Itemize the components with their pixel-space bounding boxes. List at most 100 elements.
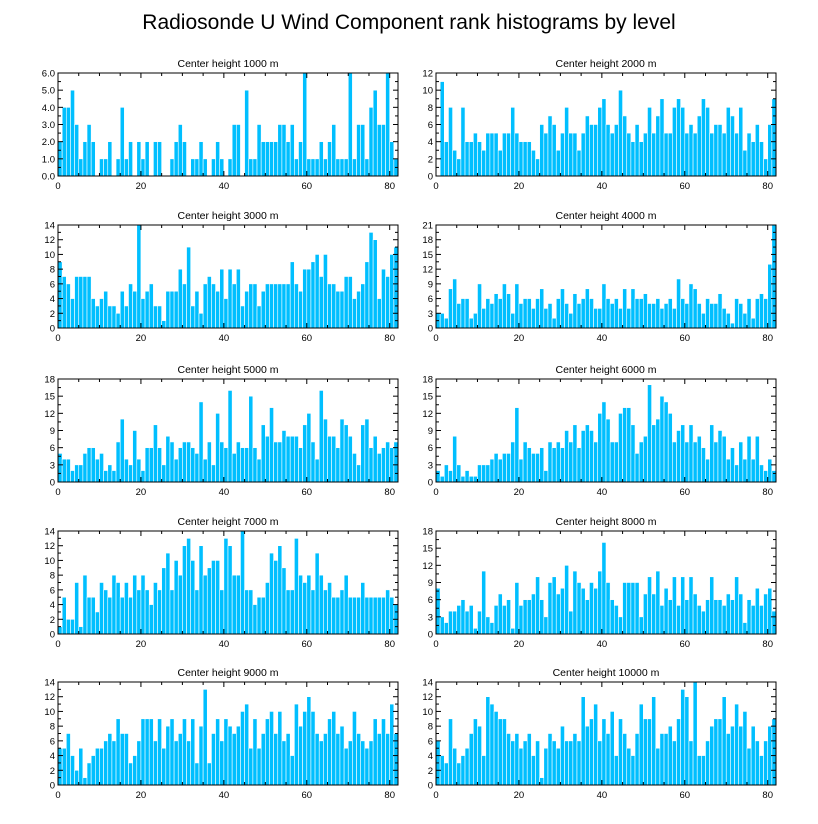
histogram-bar — [318, 740, 324, 786]
histogram-bar — [310, 441, 316, 483]
histogram-bar — [551, 317, 557, 329]
y-tick-label: 0 — [428, 324, 433, 335]
histogram-bar — [231, 733, 237, 786]
histogram-bar — [90, 298, 96, 329]
histogram-bar — [485, 464, 491, 483]
histogram-bar — [111, 305, 117, 329]
histogram-bar — [522, 740, 528, 786]
y-tick-label: 14 — [44, 527, 55, 538]
histogram-bar — [198, 545, 204, 635]
histogram-bar — [206, 762, 212, 786]
y-tick-label: 8 — [428, 103, 433, 114]
histogram-bar — [298, 574, 303, 635]
histogram-bar — [721, 132, 727, 177]
x-tick-label: 0 — [433, 333, 438, 344]
histogram-bar — [235, 268, 241, 329]
chart-panel: Center height 9000 m 0 20 40 60 80 0 2 4 6 8 10 12 14 — [44, 667, 399, 801]
histogram-bar — [456, 303, 462, 329]
histogram-bar — [327, 283, 332, 329]
histogram-bar — [473, 627, 478, 635]
histogram-bar — [647, 303, 652, 329]
histogram-bar — [227, 545, 233, 635]
x-tick-label: 20 — [136, 487, 147, 498]
histogram-bar — [273, 560, 279, 635]
histogram-bar — [584, 599, 590, 635]
histogram-bar — [389, 254, 395, 329]
x-tick-label: 0 — [55, 181, 60, 192]
panel-title: Center height 3000 m — [178, 210, 279, 222]
histogram-bar — [564, 565, 569, 635]
histogram-bar — [734, 298, 739, 329]
histogram-bar — [132, 290, 138, 329]
histogram-bar — [90, 596, 96, 635]
histogram-bar — [605, 582, 611, 635]
histogram-bar — [111, 470, 117, 483]
histogram-bar — [323, 254, 328, 329]
histogram-bar — [435, 470, 441, 483]
histogram-bar — [227, 268, 233, 329]
histogram-bar — [676, 278, 681, 329]
x-tick-label: 20 — [136, 790, 147, 801]
histogram-bar — [343, 424, 349, 483]
histogram-bar — [746, 747, 752, 786]
histogram-bar — [115, 441, 121, 483]
histogram-bar — [124, 158, 129, 177]
histogram-bar — [709, 424, 715, 483]
histogram-bar — [717, 430, 723, 483]
histogram-bar — [215, 141, 221, 177]
histogram-bar — [531, 593, 536, 635]
histogram-bar — [622, 582, 628, 635]
histogram-bar — [684, 441, 690, 483]
histogram-bar — [327, 141, 332, 177]
histogram-bar — [368, 596, 374, 635]
histogram-bar — [140, 298, 146, 329]
histogram-bar — [717, 293, 723, 329]
histogram-bar — [638, 141, 644, 177]
histogram-bar — [364, 261, 370, 329]
histogram-bar — [659, 605, 665, 635]
histogram-bar — [489, 703, 495, 786]
histogram-bar — [518, 458, 524, 483]
histogram-bar — [597, 740, 603, 786]
histogram-bar — [157, 589, 162, 635]
histogram-bar — [323, 733, 328, 786]
histogram-bar — [535, 298, 540, 329]
histogram-bar — [643, 293, 648, 329]
histogram-bar — [477, 283, 482, 329]
histogram-bar — [352, 158, 357, 177]
histogram-bar — [597, 308, 603, 329]
histogram-bar — [618, 616, 623, 635]
histogram-bar — [343, 276, 349, 329]
histogram-bar — [506, 132, 511, 177]
histogram-bar — [252, 604, 258, 635]
histogram-bar — [302, 582, 308, 635]
histogram-bar — [555, 593, 561, 635]
histogram-bar — [547, 441, 553, 483]
histogram-bar — [572, 132, 578, 177]
histogram-bar — [647, 107, 652, 177]
histogram-bar — [119, 107, 125, 177]
histogram-bar — [289, 435, 295, 483]
histogram-bar — [680, 107, 686, 177]
histogram-bar — [140, 470, 146, 483]
histogram-bar — [547, 582, 553, 635]
histogram-bar — [655, 298, 661, 329]
histogram-bar — [339, 158, 345, 177]
histogram-bar — [186, 441, 191, 483]
histogram-bar — [754, 298, 760, 329]
histogram-bar — [497, 149, 503, 177]
histogram-bar — [169, 718, 175, 786]
histogram-bar — [696, 435, 702, 483]
histogram-bar — [124, 305, 129, 329]
y-tick-label: 2 — [428, 766, 433, 777]
histogram-bar — [119, 418, 125, 483]
histogram-bar — [61, 747, 67, 786]
histogram-bar — [626, 582, 632, 635]
x-tick-label: 40 — [597, 181, 608, 192]
histogram-bar — [638, 441, 644, 483]
histogram-bar — [194, 589, 200, 635]
histogram-bar — [502, 605, 507, 635]
panel-title: Center height 4000 m — [556, 210, 657, 222]
histogram-bar — [713, 124, 719, 177]
histogram-bar — [763, 158, 769, 177]
